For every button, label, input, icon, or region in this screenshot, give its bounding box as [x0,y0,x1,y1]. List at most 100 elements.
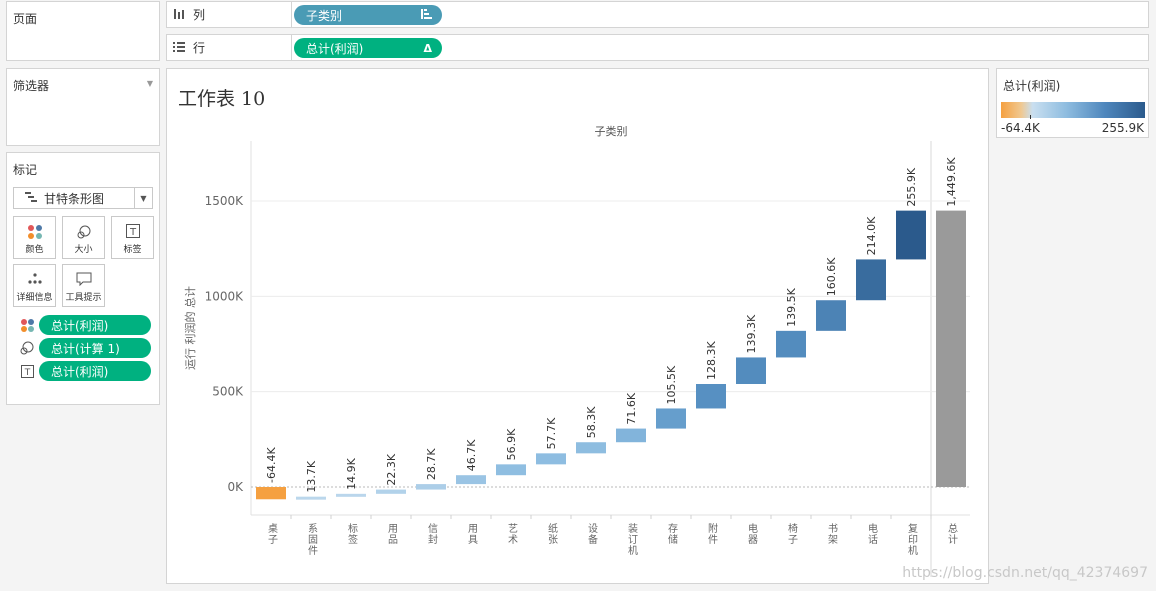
shelf-divider [291,35,292,60]
color-legend[interactable]: 总计(利润) -64.4K 255.9K [996,68,1149,138]
waterfall-bar [456,475,486,485]
waterfall-bar [296,496,326,500]
color-button[interactable]: 颜色 [13,216,56,259]
waterfall-bar [616,428,646,443]
waterfall-bar [696,384,726,409]
bar-value-label: 160.6K [825,257,838,296]
rows-pill-label: 总计(利润) [306,41,364,56]
waterfall-bar [896,210,926,260]
waterfall-bar [656,408,686,429]
legend-title: 总计(利润) [1003,79,1061,93]
rows-shelf-label: 行 [193,41,206,55]
x-tick-label: 用具 [466,523,478,545]
bar-value-label: 139.5K [785,287,798,326]
bar-value-label: 71.6K [625,392,638,424]
bar-value-label: 1,449.6K [945,157,958,207]
x-tick-label: 艺术 [506,523,518,545]
size-button-label: 大小 [74,245,93,255]
x-tick-label: 电话 [866,522,878,545]
bar-value-label: 58.3K [585,406,598,438]
y-tick-label: 500K [212,385,244,399]
size-icon [63,224,104,240]
detail-button-label: 详细信息 [16,293,53,303]
waterfall-bar [416,484,446,490]
chevron-down-icon[interactable]: ▼ [134,188,152,208]
waterfall-bar [576,442,606,454]
color-button-label: 颜色 [25,245,44,255]
bar-value-label: 139.3K [745,314,758,353]
x-tick-label: 附件 [706,522,718,545]
x-tick-label: 标签 [346,523,358,545]
tooltip-button[interactable]: 工具提示 [62,264,105,307]
rows-shelf: 行 总计(利润) Δ [166,34,1149,61]
bar-value-label: 46.7K [465,439,478,471]
tooltip-icon [63,272,104,286]
waterfall-bar [856,259,886,301]
waterfall-bar [816,300,846,331]
tooltip-button-label: 工具提示 [65,293,102,303]
waterfall-bar [336,493,366,497]
bar-value-label: 57.7K [545,417,558,449]
y-tick-label: 0K [227,480,244,494]
bar-value-label: 13.7K [305,460,318,492]
rows-pill[interactable]: 总计(利润) Δ [294,38,442,58]
text-label-icon: T [19,364,35,378]
legend-gradient [1001,102,1145,118]
x-tick-label: 桌子 [266,522,278,545]
waterfall-bar [936,210,966,487]
x-axis-title: 子类别 [595,124,628,138]
x-tick-label: 复印机 [906,522,918,556]
marks-color-pill-row[interactable]: 总计(利润) [19,315,151,335]
bar-value-label: 56.9K [505,428,518,460]
marks-size-pill-row[interactable]: 总计(计算 1) [19,338,151,358]
x-tick-label: 总计 [946,522,958,545]
waterfall-bar [376,489,406,494]
x-tick-label: 存储 [666,522,678,545]
y-axis-title: 运行 利润的 总计 [183,286,197,370]
legend-labels: -64.4K 255.9K [1001,121,1144,135]
label-button[interactable]: T 标签 [111,216,154,259]
bar-value-label: -64.4K [265,447,278,483]
marks-size-pill[interactable]: 总计(计算 1) [39,338,151,358]
x-tick-label: 设备 [586,523,598,545]
detail-dots-icon [14,272,55,286]
bar-value-label: 255.9K [905,167,918,206]
sort-descending-icon [421,8,432,22]
marks-panel-title: 标记 [13,163,38,177]
shelf-divider [291,2,292,27]
sheet-title: 工作表 10 [178,88,266,110]
legend-max-label: 255.9K [1101,121,1144,135]
marks-label-pill[interactable]: 总计(利润) [39,361,151,381]
pages-panel-title: 页面 [13,12,38,26]
marks-color-pill[interactable]: 总计(利润) [39,315,151,335]
label-button-label: 标签 [123,245,142,255]
size-button[interactable]: 大小 [62,216,105,259]
bar-value-label: 128.3K [705,341,718,380]
bar-value-label: 214.0K [865,216,878,255]
watermark-text: https://blog.csdn.net/qq_42374697 [902,565,1148,581]
detail-button[interactable]: 详细信息 [13,264,56,307]
mark-type-dropdown[interactable]: 甘特条形图 ▼ [13,187,153,209]
columns-shelf-label-group: 列 [173,2,205,27]
color-dots-icon [14,224,55,240]
filters-panel[interactable]: 筛选器 ▼ [6,68,160,146]
filters-panel-title: 筛选器 [13,79,50,93]
text-label-icon: T [112,224,153,238]
color-dots-icon [19,318,35,332]
waterfall-bar [776,330,806,358]
columns-shelf: 列 子类别 [166,1,1149,28]
columns-pill[interactable]: 子类别 [294,5,442,25]
marks-label-pill-row[interactable]: T 总计(利润) [19,361,151,381]
waterfall-bar [736,357,766,385]
delta-icon: Δ [423,41,432,55]
columns-pill-label: 子类别 [306,8,343,23]
rows-icon [173,41,185,55]
waterfall-bar [536,453,566,465]
x-tick-label: 椅子 [786,522,798,545]
mark-type-label: 甘特条形图 [44,191,105,206]
pages-panel: 页面 [6,1,160,61]
marks-panel: 标记 甘特条形图 ▼ 颜色 大小 T 标签 详细信息 工具提示 总计(利润) 总… [6,152,160,405]
worksheet-area: 工作表 10 0K 500K 1000K 1500K 子类别 运行 利润的 总计 -64.4… [166,68,989,584]
filters-menu-icon[interactable]: ▼ [146,79,153,88]
